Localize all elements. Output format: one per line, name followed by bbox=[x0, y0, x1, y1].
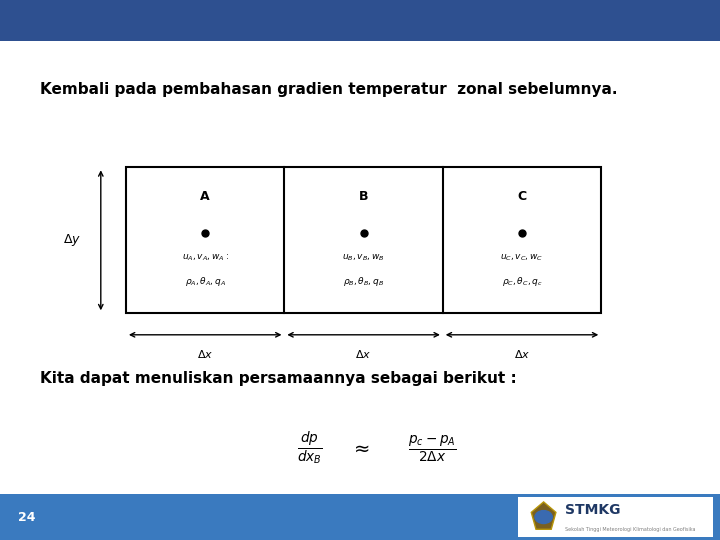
Text: $\rho_A,\theta_A,q_A$: $\rho_A,\theta_A,q_A$ bbox=[184, 275, 226, 288]
Text: $u_C,v_C,w_C$: $u_C,v_C,w_C$ bbox=[500, 253, 544, 263]
Text: Kita dapat menuliskan persamaannya sebagai berikut :: Kita dapat menuliskan persamaannya sebag… bbox=[40, 370, 516, 386]
Bar bbox=[0, 0, 720, 40]
Polygon shape bbox=[531, 502, 556, 529]
Text: $\rho_B,\theta_B,q_B$: $\rho_B,\theta_B,q_B$ bbox=[343, 275, 384, 288]
Text: Finite Difference: Finite Difference bbox=[254, 9, 466, 31]
Text: $\rho_C,\theta_C,q_c$: $\rho_C,\theta_C,q_c$ bbox=[502, 275, 542, 288]
Text: $u_A,v_A,w_A:$: $u_A,v_A,w_A:$ bbox=[181, 253, 229, 263]
Bar bbox=[126, 167, 601, 313]
Text: $\frac{p_c - p_A}{2\Delta x}$: $\frac{p_c - p_A}{2\Delta x}$ bbox=[408, 433, 456, 464]
Text: 24: 24 bbox=[18, 510, 35, 524]
Bar bbox=[518, 497, 713, 537]
Text: Sekolah Tinggi Meteorologi Klimatologi dan Geofisika: Sekolah Tinggi Meteorologi Klimatologi d… bbox=[565, 528, 696, 532]
Text: Kembali pada pembahasan gradien temperatur  zonal sebelumnya.: Kembali pada pembahasan gradien temperat… bbox=[40, 82, 617, 97]
Text: $\approx$: $\approx$ bbox=[350, 438, 370, 458]
Text: $\Delta x$: $\Delta x$ bbox=[356, 348, 372, 360]
Text: C: C bbox=[518, 190, 526, 203]
Text: A: A bbox=[200, 190, 210, 203]
Text: $\Delta x$: $\Delta x$ bbox=[514, 348, 530, 360]
Text: B: B bbox=[359, 190, 369, 203]
Circle shape bbox=[535, 511, 552, 524]
Text: $\Delta x$: $\Delta x$ bbox=[197, 348, 213, 360]
Bar bbox=[0, 494, 720, 540]
Text: $\Delta y$: $\Delta y$ bbox=[63, 232, 81, 248]
Text: $u_B,v_B,w_B$: $u_B,v_B,w_B$ bbox=[342, 253, 385, 263]
Text: $\frac{dp}{dx_B}$: $\frac{dp}{dx_B}$ bbox=[297, 430, 323, 467]
Text: STMKG: STMKG bbox=[565, 503, 621, 517]
